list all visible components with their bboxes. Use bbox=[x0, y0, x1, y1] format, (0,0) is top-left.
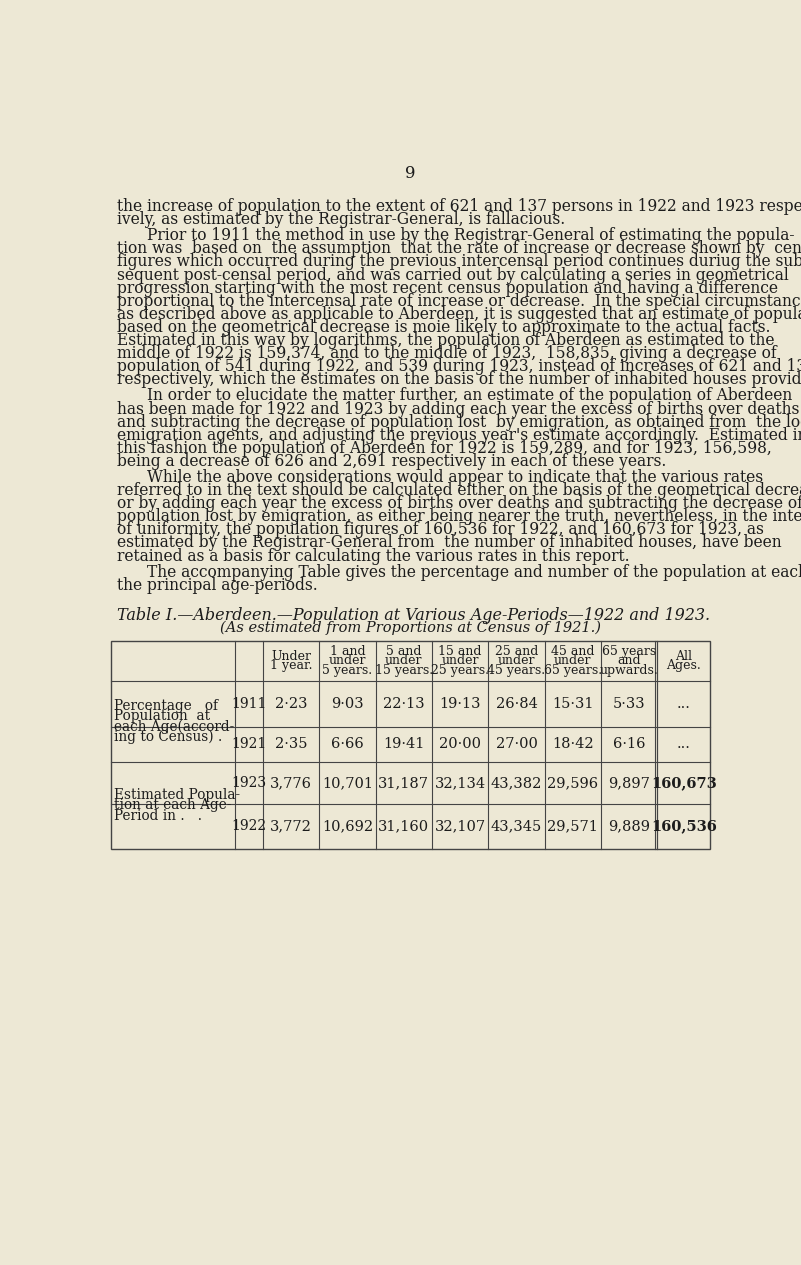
Text: figures which occurred during the previous intercensal period continues duriug t: figures which occurred during the previo… bbox=[117, 253, 801, 271]
Text: referred to in the text should be calculated either on the basis of the geometri: referred to in the text should be calcul… bbox=[117, 482, 801, 500]
Text: 29,596: 29,596 bbox=[547, 775, 598, 789]
Text: under: under bbox=[385, 654, 422, 667]
Text: 15·31: 15·31 bbox=[552, 697, 594, 711]
Text: Table I.—Aberdeen.—Population at Various Age-Periods—1922 and 1923.: Table I.—Aberdeen.—Population at Various… bbox=[117, 607, 710, 624]
Text: 9,897: 9,897 bbox=[608, 775, 650, 789]
Text: 10,701: 10,701 bbox=[322, 775, 373, 789]
Text: 9,889: 9,889 bbox=[608, 820, 650, 834]
Text: Prior to 1911 the method in use by the Registrar-General of estimating the popul: Prior to 1911 the method in use by the R… bbox=[147, 228, 794, 244]
Text: 32,107: 32,107 bbox=[435, 820, 485, 834]
Text: 15 years.: 15 years. bbox=[375, 664, 433, 677]
Text: 65 years: 65 years bbox=[602, 645, 656, 658]
Text: 18·42: 18·42 bbox=[552, 737, 594, 751]
Text: 43,345: 43,345 bbox=[491, 820, 542, 834]
Text: and: and bbox=[618, 654, 641, 667]
Text: middle of 1922 is 159,374, and to the middle of 1923,  158,835, giving a decreas: middle of 1922 is 159,374, and to the mi… bbox=[117, 345, 777, 362]
Text: 3,772: 3,772 bbox=[270, 820, 312, 834]
Text: 5 and: 5 and bbox=[386, 645, 421, 658]
Text: being a decrease of 626 and 2,691 respectively in each of these years.: being a decrease of 626 and 2,691 respec… bbox=[117, 453, 666, 469]
Text: has been made for 1922 and 1923 by adding each year the excess of births over de: has been made for 1922 and 1923 by addin… bbox=[117, 401, 799, 417]
Text: this fashion the population of Aberdeen for 1922 is 159,289, and for 1923, 156,5: this fashion the population of Aberdeen … bbox=[117, 440, 772, 457]
Bar bbox=[111, 641, 710, 849]
Text: under: under bbox=[441, 654, 479, 667]
Text: upwards.: upwards. bbox=[600, 664, 658, 677]
Text: 31,160: 31,160 bbox=[378, 820, 429, 834]
Text: While the above considerations would appear to indicate that the various rates: While the above considerations would app… bbox=[147, 469, 763, 486]
Text: under: under bbox=[497, 654, 535, 667]
Text: the principal age-periods.: the principal age-periods. bbox=[117, 577, 318, 593]
Text: 1922: 1922 bbox=[231, 820, 267, 834]
Text: under: under bbox=[328, 654, 366, 667]
Text: Estimated Popula-: Estimated Popula- bbox=[114, 788, 240, 802]
Text: 160,673: 160,673 bbox=[651, 775, 717, 789]
Text: 27·00: 27·00 bbox=[496, 737, 537, 751]
Text: 43,382: 43,382 bbox=[491, 775, 542, 789]
Text: 45 and: 45 and bbox=[551, 645, 594, 658]
Text: All: All bbox=[675, 650, 692, 663]
Text: 1 and: 1 and bbox=[329, 645, 365, 658]
Text: 26·84: 26·84 bbox=[496, 697, 537, 711]
Text: 25 and: 25 and bbox=[495, 645, 538, 658]
Text: Percentage   of: Percentage of bbox=[114, 698, 218, 712]
Text: Under: Under bbox=[271, 650, 311, 663]
Text: 25 years.: 25 years. bbox=[431, 664, 489, 677]
Text: Period in .   .: Period in . . bbox=[114, 808, 202, 822]
Text: emigration agents, and adjusting the previous year's estimate accordingly.  Esti: emigration agents, and adjusting the pre… bbox=[117, 426, 801, 444]
Text: estimated by the Registrar-General from  the number of inhabited houses, have be: estimated by the Registrar-General from … bbox=[117, 535, 782, 552]
Text: sequent post-censal period, and was carried out by calculating a series in geome: sequent post-censal period, and was carr… bbox=[117, 267, 789, 283]
Text: or by adding each year the excess of births over deaths and subtracting the decr: or by adding each year the excess of bir… bbox=[117, 495, 801, 512]
Text: Estimated in this way by logarithms, the population of Aberdeen as estimated to : Estimated in this way by logarithms, the… bbox=[117, 331, 775, 349]
Text: based on the geometrical decrease is moie likely to approximate to the actual fa: based on the geometrical decrease is moi… bbox=[117, 319, 771, 336]
Text: as described above as applicable to Aberdeen, it is suggested that an estimate o: as described above as applicable to Aber… bbox=[117, 306, 801, 323]
Text: and subtracting the decrease of population lost  by emigration, as obtained from: and subtracting the decrease of populati… bbox=[117, 414, 801, 430]
Text: population of 541 during 1922, and 539 during 1923, instead of increases of 621 : population of 541 during 1922, and 539 d… bbox=[117, 358, 801, 376]
Text: respectively, which the estimates on the basis of the number of inhabited houses: respectively, which the estimates on the… bbox=[117, 371, 801, 388]
Text: 29,571: 29,571 bbox=[547, 820, 598, 834]
Text: 9: 9 bbox=[405, 164, 416, 182]
Text: each Age(accord-: each Age(accord- bbox=[114, 720, 235, 734]
Text: of uniformity, the population figures of 160,536 for 1922, and 160,673 for 1923,: of uniformity, the population figures of… bbox=[117, 521, 764, 539]
Text: 1911: 1911 bbox=[231, 697, 267, 711]
Text: 31,187: 31,187 bbox=[378, 775, 429, 789]
Text: the increase of population to the extent of 621 and 137 persons in 1922 and 1923: the increase of population to the extent… bbox=[117, 199, 801, 215]
Text: 22·13: 22·13 bbox=[383, 697, 425, 711]
Text: retained as a basis for calculating the various rates in this report.: retained as a basis for calculating the … bbox=[117, 548, 630, 564]
Text: Ages.: Ages. bbox=[666, 659, 701, 672]
Text: proportional to the intercensal rate of increase or decrease.  In the special ci: proportional to the intercensal rate of … bbox=[117, 292, 801, 310]
Text: 1921: 1921 bbox=[231, 737, 267, 751]
Text: 2·23: 2·23 bbox=[275, 697, 308, 711]
Text: progression starting with the most recent census population and having a differe: progression starting with the most recen… bbox=[117, 280, 779, 296]
Text: 3,776: 3,776 bbox=[270, 775, 312, 789]
Text: tion at each Age-: tion at each Age- bbox=[114, 798, 231, 812]
Text: 9·03: 9·03 bbox=[331, 697, 364, 711]
Text: (As estimated from Proportions at Census of 1921.): (As estimated from Proportions at Census… bbox=[219, 621, 601, 635]
Text: ...: ... bbox=[677, 737, 690, 751]
Text: 160,536: 160,536 bbox=[650, 820, 717, 834]
Text: 32,134: 32,134 bbox=[435, 775, 485, 789]
Text: The accompanying Table gives the percentage and number of the population at each: The accompanying Table gives the percent… bbox=[147, 564, 801, 581]
Text: 65 years.: 65 years. bbox=[544, 664, 602, 677]
Text: 19·13: 19·13 bbox=[440, 697, 481, 711]
Text: 10,692: 10,692 bbox=[322, 820, 373, 834]
Text: 1923: 1923 bbox=[231, 775, 267, 789]
Text: 6·16: 6·16 bbox=[613, 737, 646, 751]
Text: tion was  based on  the assumption  that the rate of increase or decrease shown : tion was based on the assumption that th… bbox=[117, 240, 801, 257]
Text: 15 and: 15 and bbox=[438, 645, 482, 658]
Text: Population  at: Population at bbox=[114, 708, 210, 724]
Text: population lost by emigration, as either being nearer the truth, nevertheless, i: population lost by emigration, as either… bbox=[117, 509, 801, 525]
Text: ively, as estimated by the Registrar-General, is fallacious.: ively, as estimated by the Registrar-Gen… bbox=[117, 211, 566, 228]
Text: 20·00: 20·00 bbox=[439, 737, 481, 751]
Text: 45 years.: 45 years. bbox=[487, 664, 545, 677]
Text: 1 year.: 1 year. bbox=[270, 659, 312, 672]
Text: 5 years.: 5 years. bbox=[322, 664, 372, 677]
Text: 2·35: 2·35 bbox=[275, 737, 308, 751]
Text: ing to Census) .: ing to Census) . bbox=[114, 730, 223, 744]
Text: 6·66: 6·66 bbox=[331, 737, 364, 751]
Text: ...: ... bbox=[677, 697, 690, 711]
Text: In order to elucidate the matter further, an estimate of the population of Aberd: In order to elucidate the matter further… bbox=[147, 387, 792, 405]
Text: 19·41: 19·41 bbox=[383, 737, 425, 751]
Text: 5·33: 5·33 bbox=[613, 697, 646, 711]
Text: under: under bbox=[554, 654, 592, 667]
